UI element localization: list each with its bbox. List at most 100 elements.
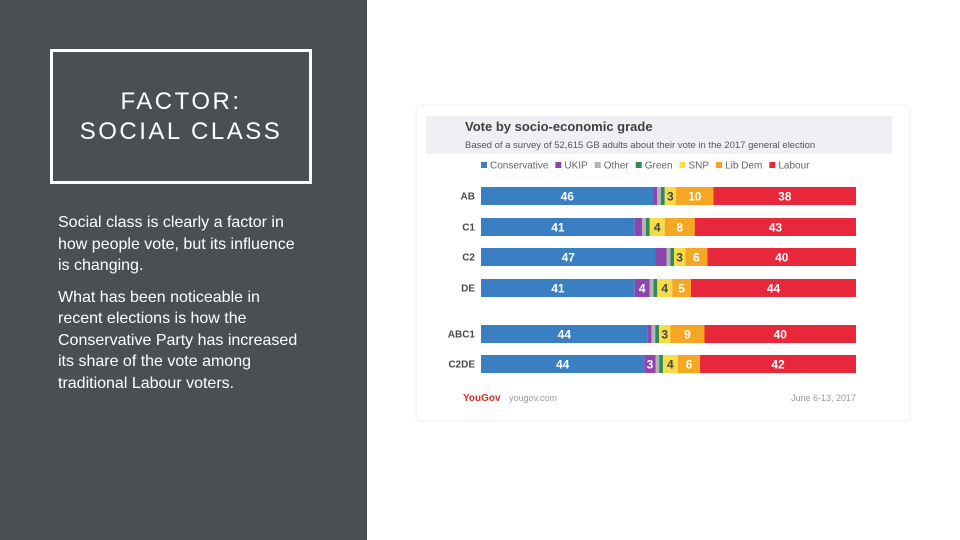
- value-label-ab-labour: 38: [778, 190, 792, 204]
- vote-chart: Vote by socio-economic grade Based of a …: [426, 116, 892, 404]
- value-label-de-snp: 4: [661, 282, 668, 296]
- value-label-ab-snp: 3: [667, 190, 674, 204]
- bar-abc1-snp: [659, 325, 671, 343]
- bar-c2de-lib-dem: [677, 355, 701, 373]
- legend-label-ukip: UKIP: [564, 161, 588, 172]
- bar-de-snp: [657, 279, 673, 297]
- legend-swatch-conservative: [481, 162, 487, 168]
- value-label-c2de-snp: 4: [667, 358, 674, 372]
- chart-title: Vote by socio-economic grade: [465, 119, 653, 134]
- bar-ab-other: [657, 187, 661, 205]
- bar-de-other: [649, 279, 654, 297]
- value-label-c2-lib-dem: 6: [693, 251, 700, 265]
- bar-c1-other: [642, 218, 646, 236]
- bar-c2-other: [666, 248, 671, 266]
- legend-label-labour: Labour: [778, 161, 810, 172]
- legend-label-green: Green: [645, 161, 673, 172]
- bar-ab-conservative: [481, 187, 654, 205]
- legend-swatch-labour: [769, 162, 776, 168]
- value-label-c1-conservative: 41: [551, 221, 565, 235]
- legend-swatch-other: [594, 162, 601, 168]
- value-label-abc1-snp: 3: [661, 328, 668, 342]
- legend-swatch-green: [635, 162, 642, 168]
- bar-c2de-conservative: [481, 355, 645, 373]
- bar-abc1-green: [655, 325, 660, 343]
- value-label-ab-conservative: 46: [561, 190, 575, 204]
- chart-subtitle: Based of a survey of 52,615 GB adults ab…: [465, 140, 815, 151]
- paragraph-1: Social class is clearly a factor in how …: [58, 214, 295, 274]
- legend-label-conservative: Conservative: [490, 161, 549, 172]
- bar-c2de-green: [659, 355, 663, 373]
- legend-label-other: Other: [604, 161, 630, 172]
- bar-c1-labour: [694, 218, 856, 236]
- value-label-c2de-labour: 42: [771, 358, 785, 372]
- bar-c2-green: [670, 248, 675, 266]
- bar-abc1-conservative: [481, 325, 648, 343]
- chart-bars: [481, 187, 856, 373]
- bar-de-conservative: [481, 279, 635, 297]
- value-label-c1-lib-dem: 8: [676, 221, 683, 235]
- value-label-de-ukip: 4: [639, 282, 646, 296]
- bar-c2de-labour: [700, 355, 856, 373]
- category-label-c1: C1: [462, 223, 475, 234]
- value-label-de-conservative: 41: [551, 282, 565, 296]
- bar-c1-ukip: [634, 218, 643, 236]
- legend-swatch-snp: [679, 162, 686, 168]
- category-label-c2de: C2DE: [448, 360, 475, 371]
- slide-title-line-1: FACTOR:: [120, 87, 242, 115]
- source-label: yougov.com: [509, 393, 557, 403]
- yougov-brand: YouGov: [463, 393, 501, 404]
- bar-c2de-other: [655, 355, 660, 373]
- bar-de-lib-dem: [672, 279, 691, 297]
- bar-abc1-other: [651, 325, 656, 343]
- value-label-c2-labour: 40: [775, 251, 789, 265]
- legend-label-lib-dem: Lib Dem: [725, 161, 762, 172]
- category-label-ab: AB: [461, 192, 475, 203]
- bar-abc1-labour: [704, 325, 856, 343]
- bar-abc1-lib-dem: [670, 325, 705, 343]
- bar-de-ukip: [634, 279, 650, 297]
- bar-de-labour: [691, 279, 856, 297]
- bar-c2-snp: [674, 248, 686, 266]
- legend-swatch-lib-dem: [716, 162, 723, 168]
- chart-legend: Conservative UKIP Other Green SNP Lib Dem Labo…: [481, 161, 810, 172]
- chart-header-band: [426, 116, 892, 154]
- bar-ab-labour: [713, 187, 856, 205]
- bar-de-green: [653, 279, 658, 297]
- value-label-de-labour: 44: [767, 282, 781, 296]
- bar-c2-labour: [707, 248, 856, 266]
- bar-ab-lib-dem: [676, 187, 714, 205]
- bar-c2-conservative: [481, 248, 656, 266]
- date-label: June 6-13, 2017: [791, 393, 856, 403]
- value-label-de-lib-dem: 5: [678, 282, 685, 296]
- category-label-abc1: ABC1: [448, 330, 476, 341]
- slide-title-line-2: SOCIAL CLASS: [79, 117, 283, 145]
- value-label-c2de-conservative: 44: [556, 358, 570, 372]
- left-panel: FACTOR: SOCIAL CLASS Social class is cle…: [0, 0, 367, 540]
- bar-abc1-ukip: [647, 325, 652, 343]
- value-label-c2-snp: 3: [676, 251, 683, 265]
- value-label-abc1-lib-dem: 9: [684, 328, 691, 342]
- value-label-c1-labour: 43: [769, 221, 783, 235]
- bar-ab-ukip: [653, 187, 658, 205]
- bar-c1-lib-dem: [664, 218, 695, 236]
- value-label-ab-lib-dem: 10: [688, 190, 702, 204]
- body-text: Social class is clearly a factor in how …: [58, 212, 308, 404]
- legend-swatch-ukip: [555, 162, 562, 168]
- bar-c2de-ukip: [644, 355, 656, 373]
- bar-c1-snp: [649, 218, 665, 236]
- bar-ab-green: [661, 187, 665, 205]
- value-label-abc1-conservative: 44: [558, 328, 572, 342]
- paragraph-2: What has been noticeable in recent elect…: [58, 288, 298, 392]
- value-label-c2-conservative: 47: [562, 251, 576, 265]
- legend-label-snp: SNP: [689, 161, 710, 172]
- category-label-de: DE: [461, 284, 475, 295]
- bar-c2de-snp: [662, 355, 678, 373]
- chart-card: Vote by socio-economic grade Based of a …: [417, 106, 909, 420]
- title-box: FACTOR: SOCIAL CLASS: [50, 49, 312, 184]
- value-label-abc1-labour: 40: [774, 328, 788, 342]
- value-label-c1-snp: 4: [654, 221, 661, 235]
- value-label-c2de-lib-dem: 6: [686, 358, 693, 372]
